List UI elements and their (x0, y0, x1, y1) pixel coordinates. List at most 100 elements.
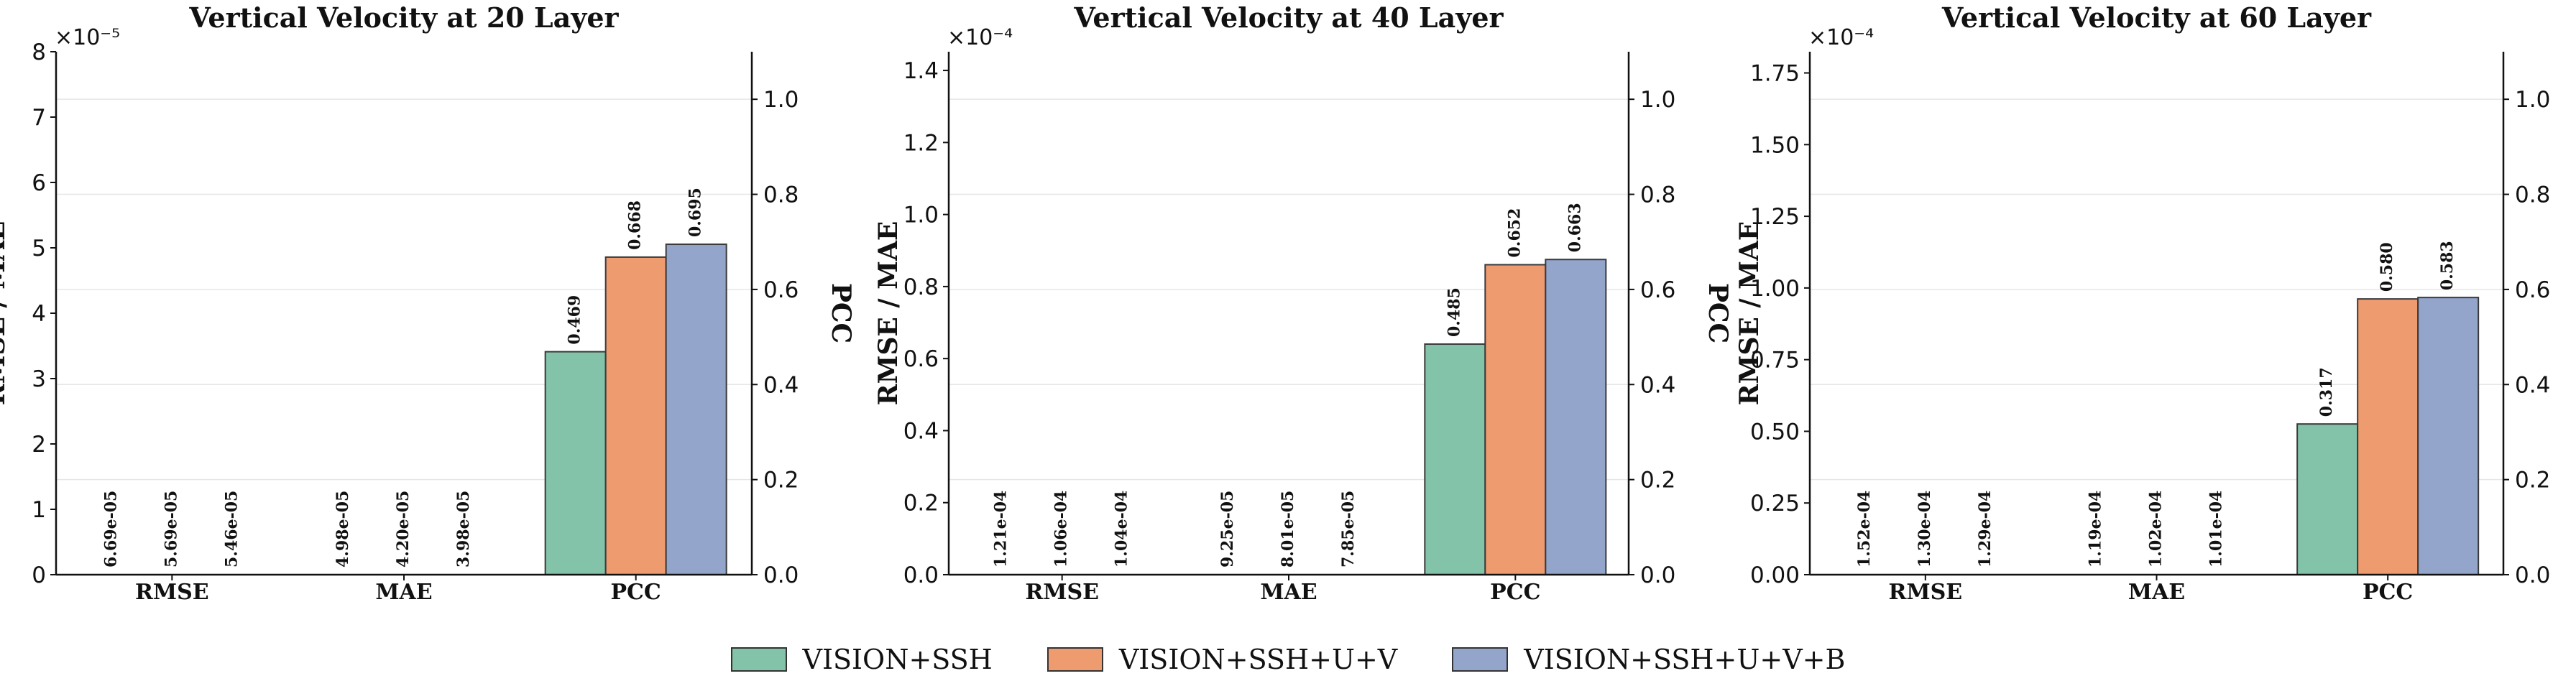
data-label: 5.69e-05 (162, 491, 180, 568)
data-label: 5.46e-05 (222, 491, 241, 568)
data-label: 9.25e-05 (1218, 491, 1237, 568)
data-label: 0.317 (2317, 367, 2336, 417)
axis-offset-text: ×10⁻⁵ (55, 25, 120, 50)
data-label: 0.469 (566, 295, 584, 345)
data-label: 1.52e-04 (1855, 491, 1874, 568)
x-tick-label: RMSE (1888, 580, 1962, 605)
y-tick-label-left: 2 (32, 432, 46, 458)
bar (1484, 264, 1547, 575)
x-tick-label: PCC (1490, 580, 1540, 605)
y-tick-label-left: 8 (32, 40, 46, 65)
bar (604, 256, 667, 575)
data-label: 0.668 (626, 200, 645, 250)
y-tick-label-right: 0.8 (763, 182, 799, 208)
y-tick-label-left: 0.50 (1750, 419, 1800, 445)
chart-title: Vertical Velocity at 20 Layer (188, 1, 619, 34)
y-tick-label-right: 0.2 (2515, 468, 2550, 494)
bar (544, 351, 607, 575)
x-tick-label: MAE (375, 580, 432, 605)
data-label: 1.02e-04 (2147, 491, 2166, 568)
y-tick-label-left: 0.6 (903, 346, 939, 372)
y-tick-label-left: 1.4 (903, 58, 939, 84)
y-tick-label-right: 1.0 (763, 87, 799, 113)
x-tick-label: PCC (2363, 580, 2413, 605)
data-label: 3.98e-05 (454, 491, 473, 568)
x-tick-label: RMSE (135, 580, 209, 605)
y-tick-label-right: 0.0 (763, 562, 799, 588)
y-tick-label-right: 0.8 (1640, 182, 1675, 208)
y-tick-label-right: 0.2 (763, 468, 799, 494)
y-axis-label-right: PCC (826, 283, 856, 343)
chart-title: Vertical Velocity at 40 Layer (1073, 1, 1504, 34)
data-label: 4.20e-05 (394, 491, 413, 568)
data-label: 1.04e-04 (1113, 491, 1131, 568)
y-axis-label-left: RMSE / MAE (1734, 221, 1765, 406)
bar (2296, 423, 2359, 575)
data-label: 1.01e-04 (2207, 491, 2226, 568)
legend-swatch-vision-ssh-uvb (1452, 647, 1509, 672)
bar (2417, 297, 2480, 575)
legend-swatch-vision-ssh-uv (1046, 647, 1103, 672)
chart-title: Vertical Velocity at 60 Layer (1941, 1, 2372, 34)
y-tick-label-left: 0.00 (1750, 562, 1800, 588)
y-axis-label-right: PCC (1703, 283, 1733, 343)
y-axis-label-left: RMSE / MAE (873, 221, 903, 406)
data-label: 6.69e-05 (101, 491, 120, 568)
x-tick-label: RMSE (1025, 580, 1099, 605)
y-tick-label-left: 0 (32, 562, 46, 588)
legend-label: VISION+SSH+U+V (1118, 644, 1398, 675)
x-tick-label: MAE (2128, 580, 2185, 605)
x-tick-label: MAE (1260, 580, 1317, 605)
y-tick-label-right: 0.6 (1640, 277, 1675, 303)
legend-swatch-vision-ssh (730, 647, 787, 672)
data-label: 1.06e-04 (1052, 491, 1071, 568)
axis-offset-text: ×10⁻⁴ (1808, 25, 1874, 50)
chart-panel-2: 1.21e-04 1.06e-04 1.04e-04 RMSE 9.25e-05 8.01… (873, 1, 1733, 605)
y-tick-label-left: 1.0 (903, 203, 939, 228)
data-label: 1.29e-04 (1976, 491, 1995, 568)
y-tick-label-left: 3 (32, 366, 46, 392)
y-tick-label-left: 1.2 (903, 130, 939, 156)
chart-panel-3: 1.52e-04 1.30e-04 1.29e-04 RMSE 1.19e-04 1.02… (1734, 1, 2550, 605)
data-label: 8.01e-05 (1279, 491, 1297, 568)
data-label: 4.98e-05 (334, 491, 352, 568)
y-tick-label-left: 1.00 (1750, 276, 1800, 302)
data-label: 0.485 (1445, 287, 1463, 337)
data-label: 1.21e-04 (992, 491, 1011, 568)
data-label: 0.580 (2378, 242, 2396, 292)
legend-label: VISION+SSH (802, 644, 993, 675)
data-label: 0.652 (1505, 208, 1524, 258)
bar (1545, 259, 1607, 575)
axis-offset-text: ×10⁻⁴ (947, 25, 1013, 50)
y-tick-label-left: 0.25 (1750, 491, 1800, 516)
y-tick-label-left: 7 (32, 105, 46, 131)
y-tick-label-left: 0.75 (1750, 348, 1800, 374)
y-tick-label-left: 1.25 (1750, 204, 1800, 230)
bar (665, 244, 727, 575)
y-tick-label-left: 1.50 (1750, 132, 1800, 158)
data-label: 1.19e-04 (2087, 491, 2105, 568)
y-tick-label-right: 0.4 (763, 372, 799, 398)
y-tick-label-left: 0.0 (903, 562, 939, 588)
y-tick-label-left: 1 (32, 497, 46, 523)
legend-item-vision-ssh-uvb: VISION+SSH+U+V+B (1452, 644, 1845, 675)
y-tick-label-right: 0.0 (1640, 562, 1675, 588)
y-tick-label-left: 0.2 (903, 491, 939, 516)
y-tick-label-right: 0.4 (2515, 372, 2550, 398)
y-tick-label-left: 4 (32, 301, 46, 327)
y-axis-label-left: RMSE / MAE (0, 221, 11, 406)
x-tick-label: PCC (611, 580, 661, 605)
bar (1424, 343, 1486, 575)
y-tick-label-right: 0.8 (2515, 182, 2550, 208)
y-tick-label-left: 1.75 (1750, 61, 1800, 87)
data-label: 1.30e-04 (1915, 491, 1934, 568)
data-label: 0.695 (686, 187, 705, 237)
y-tick-label-right: 0.0 (2515, 562, 2550, 588)
legend-item-vision-ssh: VISION+SSH (730, 644, 993, 675)
y-tick-label-right: 0.2 (1640, 468, 1675, 494)
legend-label: VISION+SSH+U+V+B (1524, 644, 1846, 675)
y-tick-label-right: 0.4 (1640, 372, 1675, 398)
data-label: 0.663 (1565, 203, 1584, 252)
chart-panel-1: 6.69e-05 5.69e-05 5.46e-05 RMSE 4.98e-05 4.20… (0, 1, 856, 605)
